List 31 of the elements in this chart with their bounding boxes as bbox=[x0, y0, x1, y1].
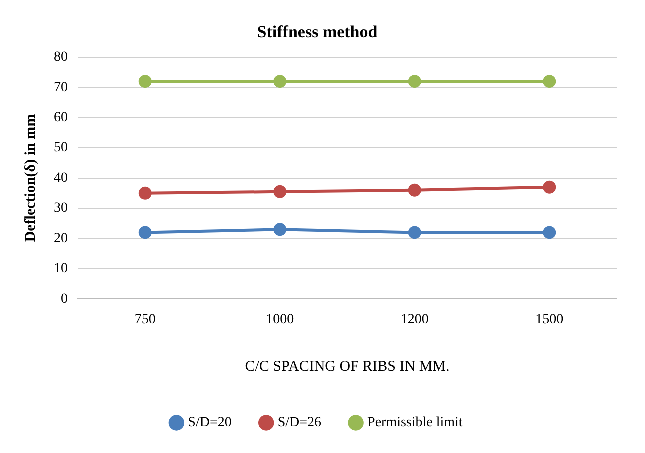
point bbox=[138, 226, 152, 240]
y-tick-label: 80 bbox=[54, 50, 68, 66]
point bbox=[408, 75, 422, 88]
y-axis-title: Deflection(δ) in mm bbox=[22, 114, 39, 242]
point bbox=[408, 226, 422, 240]
legend-label: Permissible limit bbox=[368, 416, 463, 431]
legend-label: S/D=26 bbox=[278, 416, 322, 431]
y-tick-label: 70 bbox=[54, 80, 68, 96]
x-tick-label: 1200 bbox=[400, 312, 429, 328]
y-tick-label: 40 bbox=[54, 170, 68, 186]
y-tick-label: 20 bbox=[54, 231, 68, 246]
point bbox=[138, 75, 152, 88]
point bbox=[543, 180, 556, 194]
chart-title: Stiffness method bbox=[257, 22, 378, 42]
y-tick-label: 60 bbox=[54, 110, 68, 126]
x-axis-title: C/C SPACING OF RIBS IN MM. bbox=[245, 358, 450, 375]
y-tick-label: 0 bbox=[61, 292, 68, 307]
point bbox=[274, 185, 287, 198]
y-tick-label: 30 bbox=[54, 201, 68, 216]
x-tick-label: 750 bbox=[134, 312, 156, 328]
x-tick-label: 1000 bbox=[266, 312, 294, 328]
point bbox=[408, 184, 422, 197]
y-tick-label: 50 bbox=[54, 140, 68, 156]
point bbox=[543, 226, 556, 240]
y-tick-label: 10 bbox=[54, 262, 68, 277]
x-tick-label: 1500 bbox=[536, 312, 564, 328]
point bbox=[274, 223, 287, 236]
point bbox=[138, 186, 152, 200]
point bbox=[543, 75, 556, 88]
point bbox=[274, 75, 287, 88]
legend-label: S/D=20 bbox=[188, 416, 232, 431]
